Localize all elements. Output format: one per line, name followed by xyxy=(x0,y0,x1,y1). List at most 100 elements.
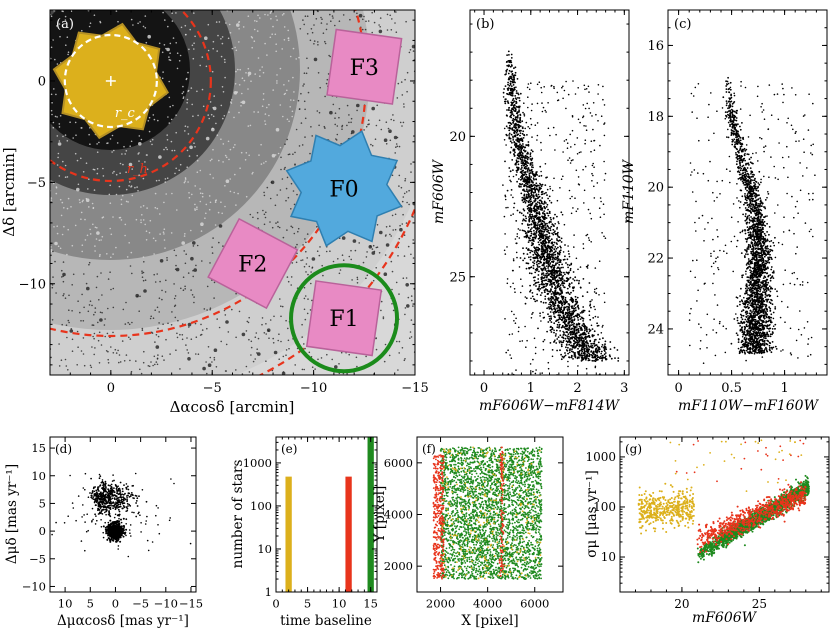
field-star xyxy=(241,373,244,375)
cmd-star xyxy=(533,200,536,202)
field-star xyxy=(59,198,62,201)
cmd-star xyxy=(526,183,529,186)
field-star xyxy=(181,92,184,95)
field-cmd-star xyxy=(562,151,564,153)
cmd-star xyxy=(508,129,511,132)
field-star xyxy=(142,219,145,221)
field-cmd-star xyxy=(529,266,531,269)
field-star xyxy=(61,276,63,278)
cmd-star xyxy=(525,267,528,270)
cmd-star xyxy=(545,226,547,229)
cmd-star xyxy=(559,330,561,332)
field-star xyxy=(274,33,277,36)
cmd-star xyxy=(510,123,513,125)
cmd-star xyxy=(512,136,514,139)
cmd-star xyxy=(556,319,559,322)
field-cmd-star xyxy=(552,126,555,129)
field-star xyxy=(293,91,295,93)
cmd-star xyxy=(559,284,562,287)
cmd-star xyxy=(566,305,568,308)
cmd-star xyxy=(528,239,531,242)
field-star xyxy=(201,192,204,195)
cmd-star xyxy=(515,131,518,134)
cmd-star xyxy=(577,328,580,330)
field-cmd-star xyxy=(509,152,512,154)
cmd-star xyxy=(519,132,522,135)
cmd-star xyxy=(524,154,527,157)
field-star xyxy=(80,157,82,160)
cmd-star xyxy=(536,269,538,272)
field-cmd-star xyxy=(540,170,542,173)
field-star xyxy=(385,143,388,145)
field-star xyxy=(168,59,171,61)
cmd-star xyxy=(617,357,620,359)
cmd-star xyxy=(614,357,616,359)
field-star xyxy=(82,171,85,173)
field-cmd-star xyxy=(508,333,511,336)
field-star xyxy=(132,24,134,26)
field-cmd-star xyxy=(553,177,555,180)
cmd-star xyxy=(568,293,571,295)
cmd-star xyxy=(523,193,526,196)
field-star xyxy=(107,362,110,364)
cmd-star xyxy=(542,241,545,244)
field-star xyxy=(141,276,144,279)
cmd-star xyxy=(581,311,583,314)
field-star xyxy=(190,229,192,232)
field-star xyxy=(236,23,240,27)
field-star xyxy=(186,98,189,101)
field-star xyxy=(189,28,191,31)
cmd-star xyxy=(507,101,509,104)
field-cmd-star xyxy=(594,315,597,318)
field-cmd-star xyxy=(519,229,521,231)
field-star xyxy=(191,193,193,196)
field-star xyxy=(302,19,304,21)
cmd-star xyxy=(604,357,607,360)
cmd-star xyxy=(513,124,516,127)
field-star xyxy=(397,255,399,257)
cmd-star xyxy=(520,168,522,171)
cmd-star xyxy=(543,229,546,231)
cmd-star xyxy=(543,276,546,279)
field-star xyxy=(257,337,260,340)
field-star xyxy=(112,216,114,218)
panel-b-points xyxy=(502,50,620,375)
field-star xyxy=(168,80,170,83)
cmd-star xyxy=(533,223,536,226)
field-star xyxy=(92,223,94,226)
field-star xyxy=(365,277,367,280)
field-star xyxy=(305,72,308,75)
cmd-star xyxy=(553,231,555,234)
cmd-star xyxy=(522,197,525,200)
field-star xyxy=(289,106,292,108)
field-cmd-star xyxy=(515,317,517,320)
field-cmd-star xyxy=(554,223,556,225)
field-star xyxy=(137,22,139,25)
field-star xyxy=(257,111,260,113)
field-star xyxy=(290,208,292,210)
cmd-star xyxy=(532,254,535,256)
cmd-star xyxy=(510,104,513,107)
field-star xyxy=(128,162,133,167)
field-star xyxy=(196,208,198,210)
cmd-star xyxy=(546,194,548,197)
cmd-star xyxy=(508,134,510,136)
field-star xyxy=(211,127,214,130)
field-star xyxy=(50,199,52,201)
field-star xyxy=(194,185,196,187)
field-star xyxy=(365,125,368,128)
cmd-star xyxy=(582,352,585,355)
cmd-star xyxy=(534,300,537,303)
field-star xyxy=(91,202,94,205)
field-star xyxy=(224,61,226,63)
field-star xyxy=(173,305,176,308)
cmd-star xyxy=(532,267,535,270)
field-star xyxy=(98,255,101,257)
field-star xyxy=(285,349,288,351)
cmd-star xyxy=(561,263,563,266)
field-star xyxy=(169,59,172,61)
field-star xyxy=(263,194,266,197)
field-star xyxy=(139,21,141,23)
cmd-star xyxy=(540,202,543,204)
field-star xyxy=(350,258,353,261)
